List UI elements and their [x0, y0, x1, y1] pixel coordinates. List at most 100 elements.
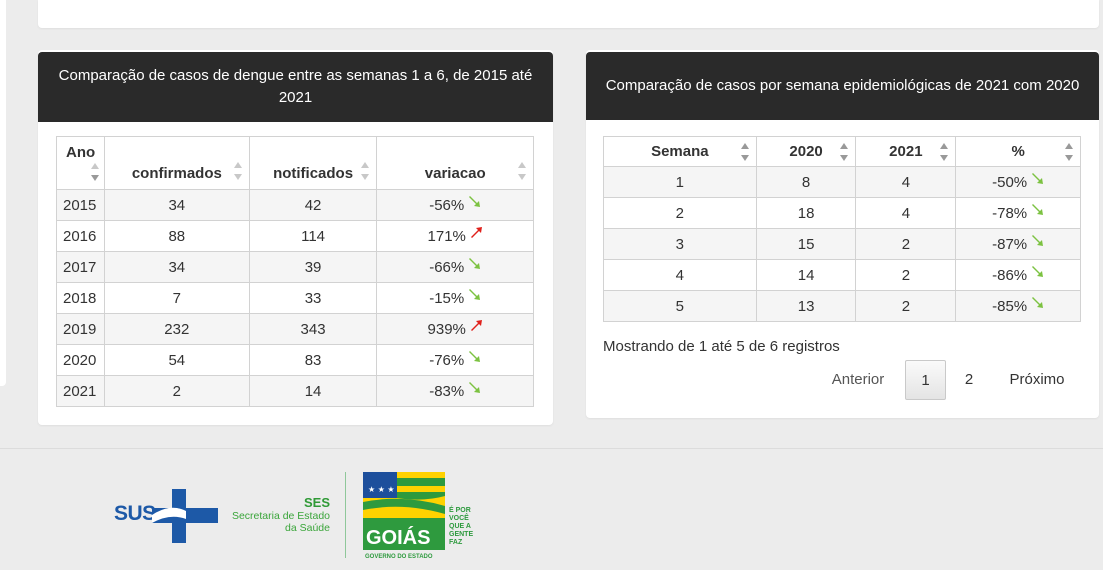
ses-logo: SES Secretaria de Estado da Saúde: [231, 495, 330, 535]
top-card: [38, 0, 1099, 28]
sort-icon: [361, 162, 370, 180]
sort-icon: [91, 163, 100, 181]
svg-text:GENTE: GENTE: [449, 531, 473, 538]
table-cell-variacao: 939%: [376, 313, 534, 345]
table-row: 3 15 2 -87%: [603, 228, 1081, 260]
trend-down-arrow-icon: [1032, 203, 1044, 215]
table-cell-notificados: 33: [248, 282, 378, 314]
table-cell-notificados: 14: [248, 375, 378, 407]
table-row: 4 14 2 -86%: [603, 259, 1081, 291]
column-header-ano[interactable]: Ano: [56, 136, 105, 190]
trend-up-arrow-icon: [470, 226, 482, 238]
table-cell-confirmados: 232: [103, 313, 250, 345]
left-panel-edge: [0, 0, 6, 386]
table-cell-notificados: 83: [248, 344, 378, 376]
trend-down-arrow-icon: [469, 257, 481, 269]
sort-icon: [233, 162, 243, 180]
table-cell-confirmados: 2: [103, 375, 250, 407]
column-header-variacao[interactable]: variacao: [376, 136, 534, 190]
weekly-comparison-table: Semana 2020 2021 % 1 8 4 -50% 2 18 4 -78% 3 15 2 -8…: [603, 136, 1081, 322]
table-cell-notificados: 114: [248, 220, 378, 252]
table-cell-semana: 4: [603, 259, 757, 291]
table-row: 2015 34 42 -56%: [56, 189, 534, 221]
table-cell-y2021: 4: [855, 197, 957, 229]
table-row: 2016 88 114 171%: [56, 220, 534, 252]
table-cell-ano: 2015: [56, 189, 105, 221]
svg-text:★ ★ ★: ★ ★ ★: [368, 485, 395, 494]
table-cell-variacao: -66%: [376, 251, 534, 283]
dengue-comparison-card: Comparação de casos de dengue entre as s…: [38, 50, 553, 425]
table-cell-y2020: 14: [755, 259, 857, 291]
table-row: 2021 2 14 -83%: [56, 375, 534, 407]
table-cell-notificados: 343: [248, 313, 378, 345]
trend-down-arrow-icon: [469, 350, 481, 362]
pagination: Anterior 1 2 Próximo: [586, 360, 1099, 400]
svg-text:É POR: É POR: [449, 505, 471, 514]
table-cell-y2021: 2: [855, 290, 957, 322]
table-cell-variacao: 171%: [376, 220, 534, 252]
table-cell-y2021: 4: [855, 166, 957, 198]
previous-page-button[interactable]: Anterior: [831, 371, 885, 388]
table-cell-variacao: -56%: [376, 189, 534, 221]
table-cell-ano: 2016: [56, 220, 105, 252]
table-info: Mostrando de 1 até 5 de 6 registros: [603, 338, 840, 355]
trend-down-arrow-icon: [1032, 172, 1044, 184]
table-cell-y2020: 13: [755, 290, 857, 322]
table-row: 5 13 2 -85%: [603, 290, 1081, 322]
svg-text:GOIÁS: GOIÁS: [366, 526, 430, 549]
trend-up-arrow-icon: [470, 319, 482, 331]
table-cell-y2020: 18: [755, 197, 857, 229]
svg-text:VOCÊ: VOCÊ: [449, 513, 469, 522]
table-cell-notificados: 39: [248, 251, 378, 283]
table-cell-confirmados: 88: [103, 220, 250, 252]
next-page-button[interactable]: Próximo: [1009, 371, 1065, 388]
logo-divider: [345, 472, 346, 558]
sus-logo-text: SUS: [114, 502, 156, 525]
table-cell-y2021: 2: [855, 259, 957, 291]
dengue-comparison-table: Ano confirmados notificados variacao 201…: [56, 136, 534, 407]
table-cell-variacao: -83%: [376, 375, 534, 407]
weekly-comparison-title: Comparação de casos por semana epidemiol…: [586, 52, 1099, 120]
table-cell-ano: 2021: [56, 375, 105, 407]
table-row: 2 18 4 -78%: [603, 197, 1081, 229]
sort-icon: [940, 143, 949, 161]
table-cell-y2020: 8: [755, 166, 857, 198]
table-cell-ano: 2017: [56, 251, 105, 283]
table-cell-y2021: 2: [855, 228, 957, 260]
table-row: 2019 232 343 939%: [56, 313, 534, 345]
weekly-comparison-card: Comparação de casos por semana epidemiol…: [586, 50, 1099, 418]
table-cell-pct: -78%: [955, 197, 1081, 229]
table-cell-ano: 2019: [56, 313, 105, 345]
sort-icon: [518, 162, 527, 180]
trend-down-arrow-icon: [1032, 265, 1044, 277]
page-2-button[interactable]: 2: [964, 371, 974, 388]
column-header-semana[interactable]: Semana: [603, 136, 757, 167]
trend-down-arrow-icon: [469, 381, 481, 393]
table-cell-notificados: 42: [248, 189, 378, 221]
column-header-2021[interactable]: 2021: [855, 136, 957, 167]
table-cell-semana: 1: [603, 166, 757, 198]
svg-text:FAZ: FAZ: [449, 539, 463, 546]
footer-divider: [0, 448, 1103, 449]
svg-text:GOVERNO DO ESTADO: GOVERNO DO ESTADO: [365, 554, 433, 560]
table-cell-semana: 2: [603, 197, 757, 229]
sort-icon: [740, 143, 750, 161]
table-row: 2018 7 33 -15%: [56, 282, 534, 314]
table-cell-y2020: 15: [755, 228, 857, 260]
table-cell-pct: -87%: [955, 228, 1081, 260]
sort-icon: [1065, 143, 1074, 161]
table-cell-confirmados: 34: [103, 251, 250, 283]
column-header-confirmados[interactable]: confirmados: [103, 136, 250, 190]
table-cell-pct: -86%: [955, 259, 1081, 291]
page-1-button[interactable]: 1: [905, 360, 946, 400]
column-header-notificados[interactable]: notificados: [248, 136, 378, 190]
trend-down-arrow-icon: [469, 195, 481, 207]
column-header-2020[interactable]: 2020: [755, 136, 857, 167]
table-cell-semana: 5: [603, 290, 757, 322]
goias-logo: ★ ★ ★ GOIÁS GOVERNO DO ESTADO É POR VOCÊ…: [363, 472, 473, 560]
table-cell-ano: 2020: [56, 344, 105, 376]
column-header-percent[interactable]: %: [955, 136, 1081, 167]
dengue-comparison-title: Comparação de casos de dengue entre as s…: [38, 52, 553, 122]
table-cell-confirmados: 34: [103, 189, 250, 221]
trend-down-arrow-icon: [1032, 234, 1044, 246]
